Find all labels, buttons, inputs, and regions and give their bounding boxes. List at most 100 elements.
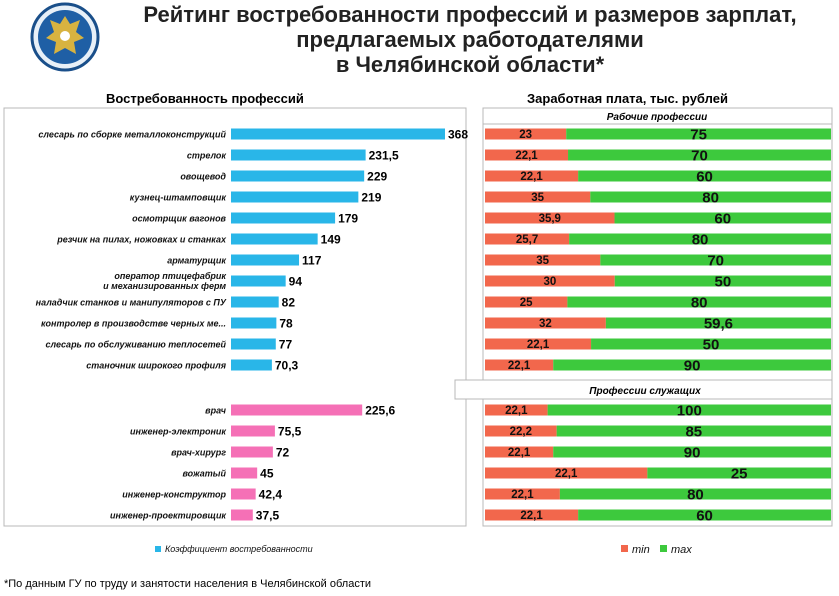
category-label: станочник широкого профиля: [86, 361, 226, 371]
demand-bars: 368 слесарь по сборке металлоконструкций 2…: [36, 128, 469, 523]
salary-bars: 23 75 22,1 70 22,1 60 35 80 35,9 60 25,7 80 35 70 30 50…: [485, 127, 831, 525]
salary-max-bar: [559, 488, 831, 500]
salary-min-label: 30: [543, 276, 556, 288]
salary-min-bar: [485, 317, 606, 329]
salary-max-bar: [556, 425, 831, 437]
legend-swatch-min: [621, 545, 628, 552]
demand-value-label: 117: [302, 254, 322, 268]
salary-min-label: 25: [520, 297, 533, 309]
salary-min-label: 35: [536, 255, 549, 267]
left-chart-header: Востребованность профессий: [106, 91, 304, 106]
demand-value-label: 149: [321, 233, 341, 247]
salary-max-bar: [605, 317, 831, 329]
demand-bar: [231, 296, 279, 308]
salary-max-label: 80: [687, 487, 704, 504]
demand-bar: [231, 359, 272, 371]
salary-max-label: 60: [696, 169, 713, 186]
salary-max-label: 60: [714, 211, 731, 228]
demand-bar: [231, 212, 336, 224]
salary-max-label: 85: [685, 424, 702, 441]
salary-min-bar: [485, 296, 568, 308]
salary-max-label: 100: [677, 403, 702, 420]
salary-max-bar: [578, 170, 831, 182]
demand-value-label: 75,5: [278, 425, 302, 439]
demand-bar: [231, 425, 275, 437]
demand-value-label: 179: [338, 212, 358, 226]
demand-bar: [231, 446, 273, 458]
demand-value-label: 37,5: [256, 509, 280, 523]
salary-min-label: 35: [531, 192, 544, 204]
salary-min-bar: [485, 233, 570, 245]
salary-max-bar: [614, 275, 831, 287]
legend-swatch-max: [660, 545, 667, 552]
salary-max-bar: [647, 467, 831, 479]
salary-max-label: 80: [691, 295, 708, 312]
category-label: вожатый: [182, 469, 226, 479]
demand-value-label: 368: [448, 128, 468, 142]
salary-min-bar: [485, 212, 615, 224]
demand-bar: [231, 467, 258, 479]
category-label: инженер-конструктор: [122, 490, 226, 500]
demand-bar: [231, 128, 445, 140]
salary-min-label: 22,2: [510, 426, 532, 438]
legend-label-min: min: [632, 544, 650, 556]
section-title-employee: Профессии служащих: [589, 385, 701, 397]
footnote: *По данным ГУ по труду и занятости насел…: [4, 578, 371, 590]
salary-max-label: 70: [707, 253, 724, 270]
title-line-3: в Челябинской области*: [335, 52, 605, 77]
demand-bar: [231, 191, 359, 203]
category-label: инженер-электроник: [130, 427, 226, 437]
demand-bar: [231, 149, 366, 161]
left-chart-frame: [3, 107, 467, 527]
right-chart-header: Заработная плата, тыс. рублей: [527, 91, 728, 106]
salary-min-label: 22,1: [505, 405, 528, 417]
category-label: врач-хирург: [171, 448, 226, 458]
salary-min-bar: [485, 128, 567, 140]
title-line-2: предлагаемых работодателями: [296, 27, 644, 52]
demand-value-label: 72: [276, 446, 290, 460]
category-label: слесарь по обслуживанию теплосетей: [45, 340, 226, 350]
salary-min-bar: [485, 275, 615, 287]
demand-value-label: 229: [367, 170, 387, 184]
salary-min-bar: [485, 467, 648, 479]
category-label: наладчик станков и манипуляторов с ПУ: [36, 298, 227, 308]
demand-value-label: 231,5: [369, 149, 399, 163]
salary-min-label: 22,1: [515, 150, 538, 162]
salary-max-label: 25: [731, 466, 748, 483]
demand-bar: [231, 404, 363, 416]
salary-max-bar: [566, 128, 831, 140]
demand-value-label: 94: [289, 275, 303, 289]
salary-max-label: 50: [703, 337, 720, 354]
salary-min-label: 32: [539, 318, 552, 330]
salary-min-bar: [485, 191, 591, 203]
salary-max-bar: [553, 359, 831, 371]
title-line-1: Рейтинг востребованности профессий и раз…: [143, 2, 797, 27]
salary-max-bar: [547, 404, 831, 416]
salary-min-label: 22,1: [520, 171, 543, 183]
salary-min-bar: [485, 488, 560, 500]
demand-value-label: 219: [361, 191, 381, 205]
left-plot-border: [3, 107, 467, 527]
salary-min-bar: [485, 404, 548, 416]
demand-value-label: 42,4: [259, 488, 283, 502]
salary-max-label: 90: [684, 445, 701, 462]
salary-min-label: 23: [519, 129, 532, 141]
emblem-logo: [30, 2, 100, 72]
demand-bar: [231, 509, 253, 521]
salary-min-label: 35,9: [539, 213, 561, 225]
salary-min-label: 22,1: [508, 360, 531, 372]
salary-min-bar: [485, 359, 554, 371]
category-label: врач: [205, 406, 227, 416]
salary-min-label: 22,1: [520, 510, 543, 522]
salary-max-label: 80: [692, 232, 709, 249]
right-chart-frame: Рабочие профессии Профессии служащих: [454, 107, 833, 527]
salary-max-label: 90: [684, 358, 701, 375]
demand-bar: [231, 317, 277, 329]
legend-label-demand: Коэффициент востребованности: [165, 544, 313, 554]
page-title: Рейтинг востребованности профессий и раз…: [100, 2, 839, 77]
salary-min-bar: [485, 509, 579, 521]
salary-max-bar: [553, 446, 831, 458]
legend-label-max: max: [671, 544, 692, 556]
salary-max-bar: [591, 338, 831, 350]
demand-bar: [231, 275, 286, 287]
